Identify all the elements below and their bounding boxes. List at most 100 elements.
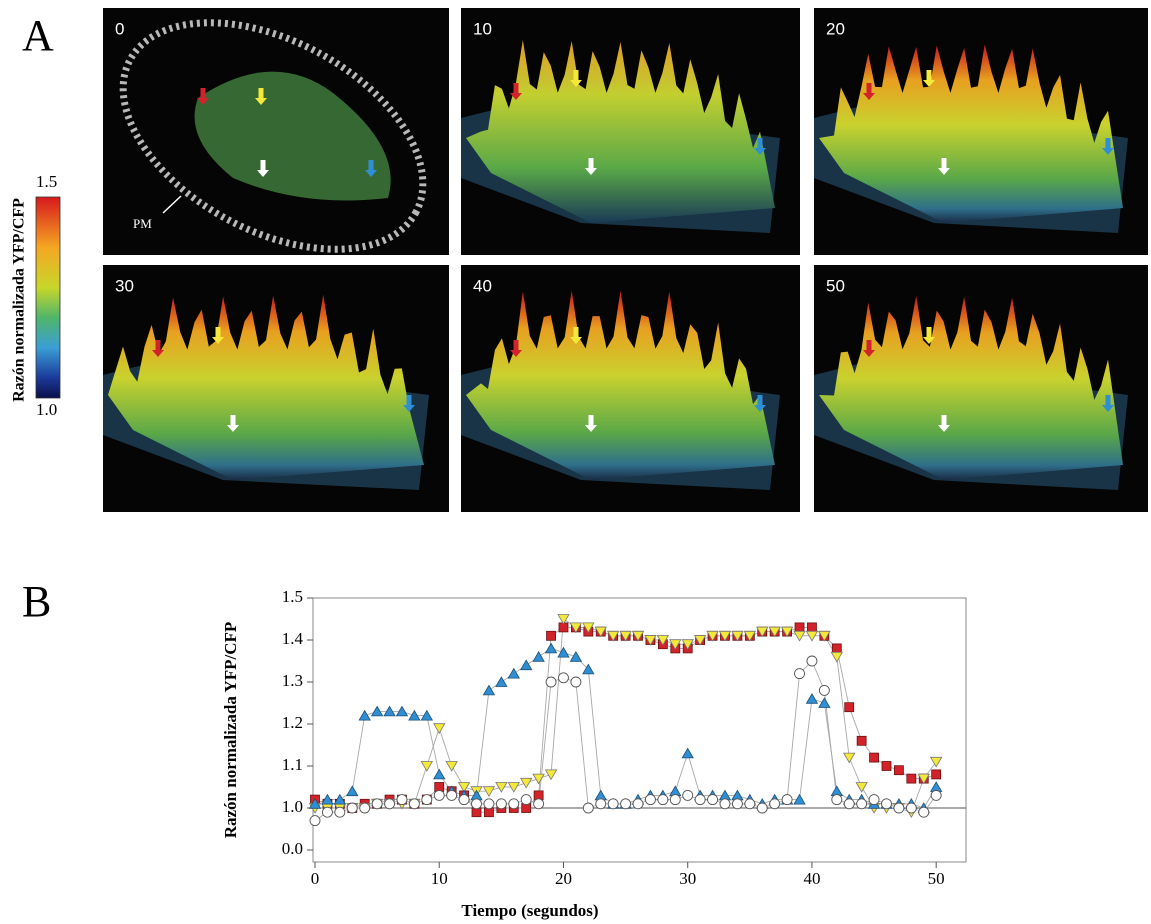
point [793,793,806,805]
point [843,752,856,764]
point [656,635,670,646]
position-arrow [513,83,519,93]
x-tick-label: 0 [311,869,320,888]
position-arrow-head [938,168,950,175]
y-tick-label: 1.3 [282,671,303,690]
point [482,786,496,797]
point [607,798,619,810]
point [929,756,943,768]
position-arrow-head [510,93,522,100]
point [546,630,556,641]
point [520,777,533,789]
point [582,802,594,814]
position-arrow-head [754,148,766,155]
point [620,798,632,810]
point [855,782,868,793]
position-arrow-head [754,405,766,412]
position-arrow [941,158,947,168]
point [619,630,632,642]
ratio-surface [466,39,775,223]
position-arrow-head [152,350,164,357]
position-arrow-head [403,405,415,412]
position-arrow-head [197,98,209,105]
colorbar-tick-label: 1.5 [36,172,57,191]
point [396,794,408,806]
point [794,622,805,633]
point [781,794,793,806]
point [632,798,644,810]
point [631,630,645,642]
x-axis-label: Tiempo (segundos) [461,901,598,920]
frame-label: 10 [473,19,492,38]
point [520,794,532,806]
frame-label: 30 [115,276,134,295]
point [807,622,817,633]
position-arrow [573,327,579,337]
frame-label: 0 [115,19,124,38]
point [544,642,558,654]
y-tick-label: 1.4 [282,629,304,648]
position-arrow [926,327,932,337]
point [881,761,892,771]
point [844,702,855,713]
point [495,676,508,687]
point [905,802,917,814]
x-tick-label: 40 [803,869,820,888]
point [744,798,756,810]
point [644,635,657,646]
point [731,798,743,810]
y-tick-label: 1.5 [282,587,303,606]
point [346,785,359,797]
point [831,643,842,654]
point [483,798,495,810]
point [309,815,321,827]
series-line [314,660,937,821]
point [557,614,570,625]
point [805,630,819,642]
point [433,768,446,780]
position-arrow [1105,138,1111,148]
point [384,798,395,810]
series-line [314,647,937,809]
point [445,761,458,772]
position-arrow-head [923,80,935,87]
point [719,798,731,810]
point [917,773,930,785]
point [334,806,346,818]
panel-label: B [22,577,51,626]
series-line [314,626,937,813]
point [706,630,719,642]
point [520,659,533,671]
frame-label: 50 [826,276,845,295]
position-arrow [573,70,579,80]
point [794,668,805,680]
point [731,630,744,642]
point [421,794,433,806]
point [321,793,334,805]
point [718,630,732,642]
position-arrow [260,160,266,170]
position-arrow [926,70,932,80]
position-arrow [588,158,594,168]
frame-label: 20 [826,19,845,38]
series-line [315,618,937,813]
position-arrow [757,138,763,148]
point [768,626,781,638]
y-tick-label: 1.2 [282,713,303,732]
point [507,667,520,679]
y-tick-label: 0.0 [282,839,303,858]
position-arrow [513,340,519,350]
point [408,798,420,810]
point [582,663,595,675]
position-arrow-head [257,170,269,177]
position-arrow [200,88,206,98]
position-arrow-head [923,337,935,344]
point [532,651,545,662]
point [371,798,383,810]
annotation: PM [133,216,152,231]
x-tick-label: 20 [555,869,572,888]
point [806,655,818,667]
point [856,798,868,810]
position-arrow [258,88,264,98]
point [595,798,607,810]
